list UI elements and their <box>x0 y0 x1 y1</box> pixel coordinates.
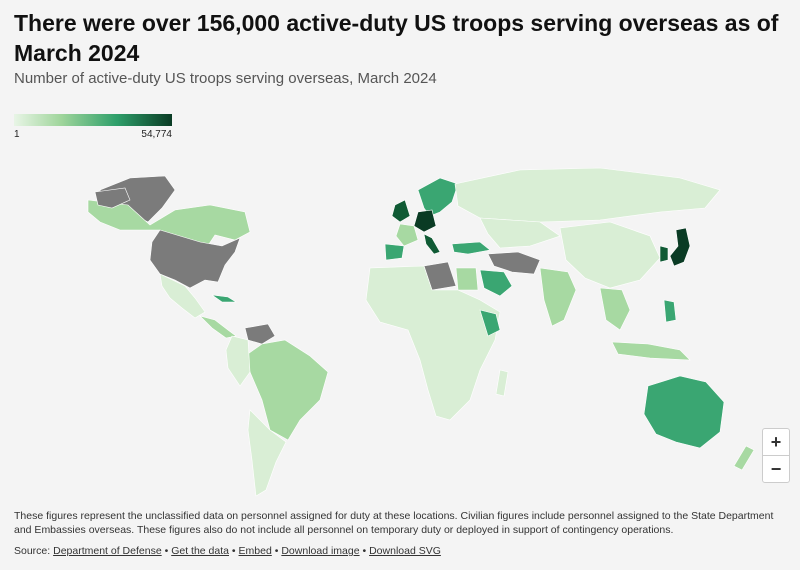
country-china[interactable] <box>559 221 661 289</box>
country-india[interactable] <box>539 267 577 327</box>
legend-min-label: 1 <box>14 129 20 140</box>
country-argentina-chile[interactable] <box>247 409 287 497</box>
separator-dot: • <box>231 545 236 557</box>
source-line: Source: Department of Defense • Get the … <box>14 545 441 557</box>
country-united-states[interactable] <box>149 229 241 289</box>
world-map[interactable] <box>0 150 800 500</box>
chart-subtitle: Number of active-duty US troops serving … <box>14 70 437 87</box>
country-alaska[interactable] <box>94 187 131 209</box>
chart-title: There were over 156,000 active-duty US t… <box>14 10 779 66</box>
country-russia[interactable] <box>454 167 721 223</box>
country-spain[interactable] <box>384 243 405 261</box>
country-africa[interactable] <box>365 265 501 421</box>
country-new-zealand[interactable] <box>733 445 755 471</box>
footnote-text: These figures represent the unclassified… <box>14 510 774 536</box>
download-image-link[interactable]: Download image <box>281 545 360 557</box>
zoom-in-button[interactable]: + <box>770 432 782 452</box>
get-data-link[interactable]: Get the data <box>171 545 229 557</box>
country-central-america[interactable] <box>198 315 237 339</box>
country-middle-east-nodata[interactable] <box>487 251 541 275</box>
country-mexico[interactable] <box>159 273 206 319</box>
country-turkey[interactable] <box>451 241 491 255</box>
country-indonesia[interactable] <box>611 341 691 361</box>
country-united-kingdom[interactable] <box>391 199 411 223</box>
download-svg-link[interactable]: Download SVG <box>369 545 441 557</box>
embed-link[interactable]: Embed <box>238 545 272 557</box>
country-saudi-arabia[interactable] <box>479 269 513 297</box>
separator-dot: • <box>362 545 367 557</box>
country-central-asia[interactable] <box>479 217 561 249</box>
legend-gradient-bar <box>14 114 172 126</box>
country-france[interactable] <box>395 223 419 247</box>
country-scandinavia[interactable] <box>417 177 459 217</box>
legend-max-label: 54,774 <box>141 129 172 140</box>
zoom-out-button[interactable]: − <box>763 455 789 482</box>
country-egypt[interactable] <box>455 267 479 291</box>
country-canada[interactable] <box>87 199 251 251</box>
country-colombia-peru[interactable] <box>225 335 251 387</box>
separator-dot: • <box>274 545 279 557</box>
zoom-controls: + − <box>762 428 790 483</box>
color-legend: 1 54,774 <box>14 114 172 143</box>
country-germany[interactable] <box>413 209 437 233</box>
country-philippines[interactable] <box>663 299 677 323</box>
country-cuba[interactable] <box>211 294 238 303</box>
country-italy[interactable] <box>423 233 441 255</box>
country-southeast-asia[interactable] <box>599 287 631 331</box>
country-venezuela[interactable] <box>244 323 276 345</box>
source-prefix: Source: <box>14 545 51 557</box>
country-madagascar[interactable] <box>495 369 509 397</box>
country-east-africa[interactable] <box>479 309 501 337</box>
separator-dot: • <box>164 545 169 557</box>
source-link[interactable]: Department of Defense <box>53 545 162 557</box>
country-japan[interactable] <box>669 227 691 267</box>
country-australia[interactable] <box>643 375 725 449</box>
country-korea[interactable] <box>659 245 669 263</box>
